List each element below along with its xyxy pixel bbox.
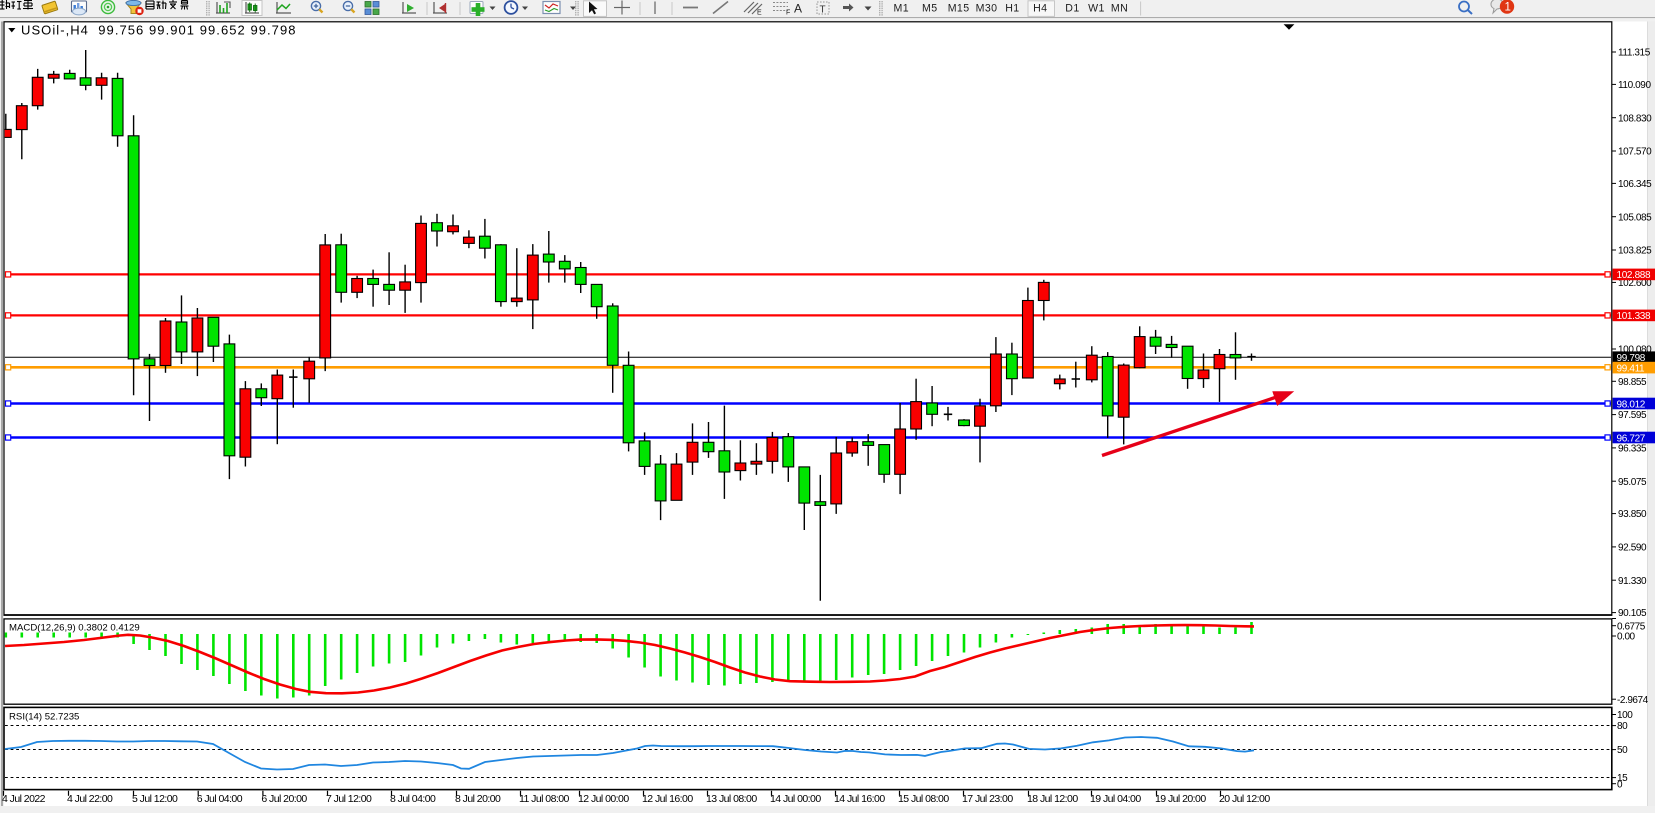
svg-text:20 Jul 12:00: 20 Jul 12:00 bbox=[1219, 793, 1270, 805]
svg-text:H4: H4 bbox=[1033, 3, 1047, 15]
svg-text:MACD(12,26,9) 0.3802 0.4129: MACD(12,26,9) 0.3802 0.4129 bbox=[9, 623, 140, 634]
svg-text:107.570: 107.570 bbox=[1618, 147, 1652, 158]
svg-text:8 Jul 20:00: 8 Jul 20:00 bbox=[455, 793, 501, 805]
svg-text:7 Jul 12:00: 7 Jul 12:00 bbox=[326, 793, 372, 805]
svg-text:13 Jul 08:00: 13 Jul 08:00 bbox=[706, 793, 757, 805]
svg-text:14 Jul 16:00: 14 Jul 16:00 bbox=[834, 793, 885, 805]
svg-text:8 Jul 04:00: 8 Jul 04:00 bbox=[390, 793, 436, 805]
svg-text:95.075: 95.075 bbox=[1618, 477, 1647, 488]
svg-text:98.012: 98.012 bbox=[1617, 399, 1646, 410]
svg-text:98.855: 98.855 bbox=[1618, 377, 1647, 388]
svg-text:19 Jul 04:00: 19 Jul 04:00 bbox=[1090, 793, 1141, 805]
svg-text:80: 80 bbox=[1617, 721, 1628, 732]
svg-text:0: 0 bbox=[1617, 779, 1623, 790]
svg-text:T: T bbox=[820, 4, 826, 15]
svg-text:A: A bbox=[794, 2, 802, 16]
svg-text:105.085: 105.085 bbox=[1618, 212, 1652, 223]
svg-text:91.330: 91.330 bbox=[1618, 576, 1647, 587]
svg-text:1: 1 bbox=[1505, 2, 1511, 14]
svg-text:M5: M5 bbox=[922, 3, 938, 15]
svg-text:M15: M15 bbox=[948, 3, 970, 15]
svg-text:99.411: 99.411 bbox=[1617, 363, 1646, 374]
svg-text:101.338: 101.338 bbox=[1617, 311, 1651, 322]
svg-text:H1: H1 bbox=[1005, 3, 1019, 15]
svg-text:100.080: 100.080 bbox=[1618, 345, 1652, 356]
svg-text:M1: M1 bbox=[894, 3, 910, 15]
svg-text:0.00: 0.00 bbox=[1617, 632, 1636, 643]
svg-text:6 Jul 04:00: 6 Jul 04:00 bbox=[197, 793, 243, 805]
svg-text:6 Jul 20:00: 6 Jul 20:00 bbox=[261, 793, 307, 805]
svg-text:-2.9674: -2.9674 bbox=[1617, 695, 1649, 706]
svg-text:15: 15 bbox=[1617, 773, 1628, 784]
svg-text:106.345: 106.345 bbox=[1618, 179, 1652, 190]
svg-text:USOil-,H4 99.756 99.901 99.65: USOil-,H4 99.756 99.901 99.652 99.798 bbox=[21, 23, 297, 38]
svg-text:97.595: 97.595 bbox=[1618, 410, 1647, 421]
svg-text:W1: W1 bbox=[1088, 3, 1105, 15]
svg-text:14 Jul 00:00: 14 Jul 00:00 bbox=[770, 793, 821, 805]
svg-text:108.830: 108.830 bbox=[1618, 113, 1652, 124]
svg-text:103.825: 103.825 bbox=[1618, 246, 1652, 257]
svg-text:96.335: 96.335 bbox=[1618, 444, 1647, 455]
svg-text:102.600: 102.600 bbox=[1618, 278, 1652, 289]
svg-text:12 Jul 16:00: 12 Jul 16:00 bbox=[642, 793, 693, 805]
svg-text:92.590: 92.590 bbox=[1618, 543, 1647, 554]
svg-text:18 Jul 12:00: 18 Jul 12:00 bbox=[1027, 793, 1078, 805]
svg-text:5 Jul 12:00: 5 Jul 12:00 bbox=[132, 793, 178, 805]
svg-text:E: E bbox=[757, 10, 762, 17]
svg-text:M30: M30 bbox=[976, 3, 998, 15]
svg-text:11 Jul 08:00: 11 Jul 08:00 bbox=[519, 793, 570, 805]
svg-text:MN: MN bbox=[1111, 3, 1128, 15]
svg-text:99.798: 99.798 bbox=[1617, 353, 1646, 364]
svg-text:111.315: 111.315 bbox=[1618, 48, 1651, 59]
svg-text:50: 50 bbox=[1617, 745, 1628, 756]
svg-text:15 Jul 08:00: 15 Jul 08:00 bbox=[898, 793, 949, 805]
svg-text:96.727: 96.727 bbox=[1617, 433, 1646, 444]
svg-text:12 Jul 00:00: 12 Jul 00:00 bbox=[578, 793, 629, 805]
svg-text:93.850: 93.850 bbox=[1618, 509, 1647, 520]
svg-text:F: F bbox=[786, 10, 790, 17]
svg-text:19 Jul 20:00: 19 Jul 20:00 bbox=[1155, 793, 1206, 805]
svg-text:17 Jul 23:00: 17 Jul 23:00 bbox=[962, 793, 1013, 805]
svg-text:90.105: 90.105 bbox=[1618, 608, 1647, 619]
svg-text:102.888: 102.888 bbox=[1617, 270, 1651, 281]
svg-text:4 Jul 2022: 4 Jul 2022 bbox=[2, 793, 46, 805]
svg-text:100: 100 bbox=[1617, 710, 1633, 721]
svg-text:D1: D1 bbox=[1065, 3, 1079, 15]
svg-text:0.6775: 0.6775 bbox=[1617, 621, 1646, 632]
svg-text:RSI(14) 52.7235: RSI(14) 52.7235 bbox=[9, 712, 79, 723]
svg-text:110.090: 110.090 bbox=[1618, 80, 1651, 91]
svg-text:4 Jul 22:00: 4 Jul 22:00 bbox=[67, 793, 113, 805]
